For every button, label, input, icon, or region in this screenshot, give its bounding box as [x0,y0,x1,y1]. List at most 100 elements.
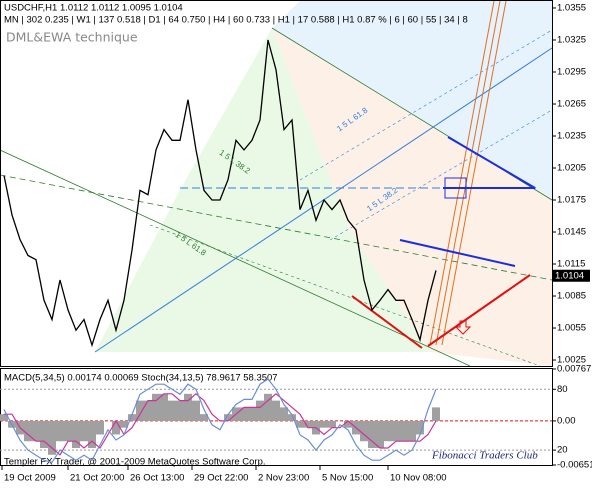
channel-line [429,0,495,346]
annotation: DML&EWA technique [6,30,138,45]
y-tick-label: 1.0085 [557,291,586,302]
x-tick-label: 19 Oct 2009 [4,473,56,484]
macd-bar [248,407,256,421]
y-tick-label: -0.00651 [557,460,592,471]
x-tick-label: 26 Oct 13:00 [130,473,184,484]
indicator-line [4,393,437,456]
macd-bar [64,420,72,442]
fork-zone [95,28,430,352]
macd-bar [384,420,392,442]
price-pane-border [0,0,553,367]
y-tick-label: 1.0025 [557,355,586,366]
wave-line [399,239,516,267]
macd-bar [288,414,296,421]
price-layer [3,39,437,348]
channel-line [441,0,507,346]
macd-bar [400,420,408,442]
indicator-title: MACD(5,34,5) 0.00174 0.00069 Stoch(34,13… [4,373,278,384]
y-tick-label: 1.0295 [557,66,586,77]
price-line [3,39,437,348]
trend-line [0,149,471,367]
last-price-label: 1.0104 [555,270,584,281]
macd-bar [96,420,104,435]
macd-bar [408,420,416,442]
macd-bar [376,420,384,449]
macd-bar [272,400,280,421]
x-tick-label: 2 Nov 23:00 [258,473,309,484]
macd-bar [304,420,312,428]
target-box [444,177,467,199]
y-tick-label: 1.0235 [557,131,586,142]
trend-line [0,174,553,281]
macd-bar [40,420,48,449]
fork-zone [272,28,552,366]
y-tick-label: 20 [557,445,568,456]
macd-bar [360,420,368,442]
macd-bar [112,420,120,435]
macd-bar [320,420,328,428]
footer: Templer FX Trader, @ 2001-2009 MetaQuote… [4,457,266,468]
macd-bar [392,420,400,442]
trend-line [299,29,553,181]
x-tick-label: 21 Oct 20:00 [70,473,124,484]
macd-bar [240,407,248,421]
wave-line [351,295,423,349]
macd-bar [224,414,232,421]
macd-bar [48,420,56,455]
macd-bar [176,400,184,421]
y-tick-label: 1.0115 [557,259,585,270]
macd-bar [136,400,144,421]
y-tick-label: 1.0265 [557,99,586,110]
macd-bar [0,414,8,421]
macd-bar [144,400,152,421]
y-tick-label: 0.00767 [557,364,591,375]
subtitle: MN | 302 0.235 | W1 | 137 0.518 | D1 | 6… [4,15,468,26]
y-tick-label: 1.0055 [557,323,586,334]
x-tick-label: 29 Oct 22:00 [194,473,248,484]
macd-bar [88,420,96,449]
wave-line [427,274,531,347]
macd-bar [80,420,88,442]
macd-bar [256,400,264,421]
macd-bar [152,393,160,421]
y-tick-label: 1.0175 [557,195,586,206]
macd-bar [128,414,136,421]
y-tick-label: 1.0355 [557,2,586,13]
macd-bar [344,420,352,428]
macd-bar [168,400,176,421]
macd-bar [264,393,272,421]
macd-bar [192,400,200,421]
wave-line [447,136,536,189]
macd-bar [56,420,64,442]
drawings [0,0,553,367]
macd-bar [72,420,80,449]
macd-bar [120,420,128,428]
y-tick-label: 80 [557,384,568,395]
macd-bar [32,420,40,442]
macd-bar [296,420,304,428]
fork-zone [272,1,552,200]
y-tick-label: 1.0325 [557,34,586,45]
chart-title: USDCHF,H1 1.0112 1.0112 1.0095 1.0104 [4,3,183,14]
macd-bar [368,420,376,449]
macd-bar [160,393,168,421]
macd-bar [200,414,208,421]
macd-bar [280,407,288,421]
macd-bar [24,420,32,442]
y-tick-label: 1.0145 [557,227,586,238]
macd-bar [432,407,440,421]
y-tick-label: 1.0205 [557,163,586,174]
last-price-box [552,269,590,282]
channel-line [435,0,501,346]
macd-bar [184,393,192,421]
y-tick-label: 0.00 [557,415,576,426]
indicator-line [3,378,437,463]
watermark: Fibonacci Traders Club [431,450,538,462]
arrow [454,320,472,335]
x-tick-label: 5 Nov 15:00 [322,473,373,484]
trend-line [329,109,553,241]
macd-bar [416,420,424,435]
x-tick-label: 10 Nov 08:00 [390,473,447,484]
macd-bar [328,420,336,428]
